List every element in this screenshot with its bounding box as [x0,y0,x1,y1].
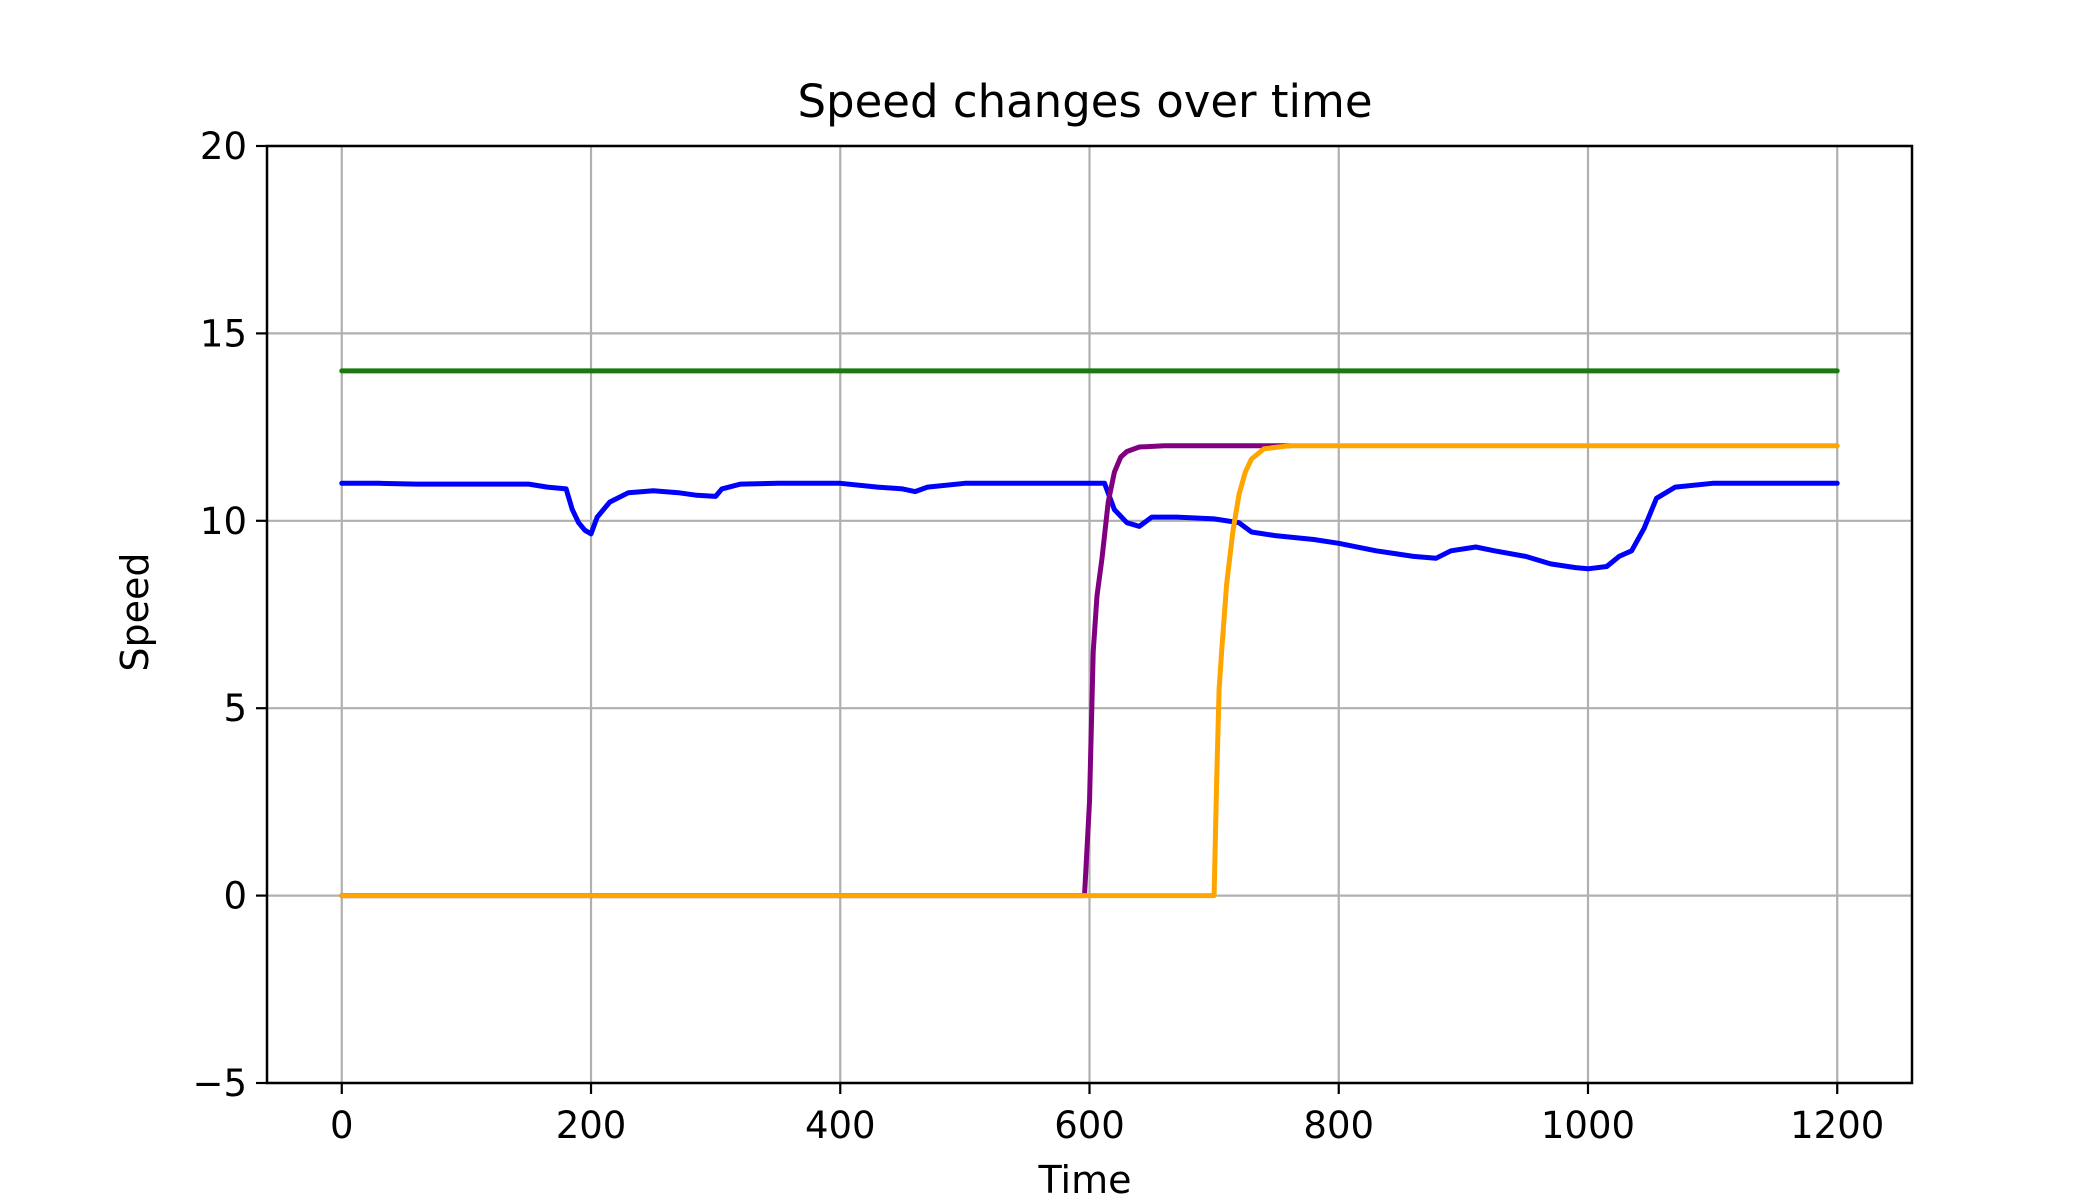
y-axis-ticks: −5 0 5 10 15 20 [192,125,267,1105]
y-tick-label-4: 15 [200,312,247,355]
y-tick-label-3: 10 [200,500,247,543]
chart-title: Speed changes over time [797,75,1372,128]
x-axis-title: Time [1038,1158,1132,1200]
y-tick-label-5: 20 [200,125,247,168]
series-line-3 [339,443,1840,899]
x-tick-label-4: 800 [1303,1104,1374,1147]
y-tick-label-0: −5 [192,1062,247,1105]
x-tick-label-3: 600 [1054,1104,1125,1147]
series-line-2 [339,443,1292,899]
x-tick-label-2: 400 [805,1104,876,1147]
x-tick-label-0: 0 [330,1104,354,1147]
x-axis-ticks: 0 200 400 600 800 1000 1200 [330,1083,1884,1147]
x-tick-label-6: 1200 [1790,1104,1884,1147]
y-axis-title: Speed [113,552,157,671]
grid-lines [267,144,1912,1085]
x-tick-label-5: 1000 [1541,1104,1635,1147]
y-tick-label-1: 0 [223,875,247,918]
x-tick-label-1: 200 [556,1104,627,1147]
series-lines [339,368,1840,899]
y-tick-label-2: 5 [223,687,247,730]
